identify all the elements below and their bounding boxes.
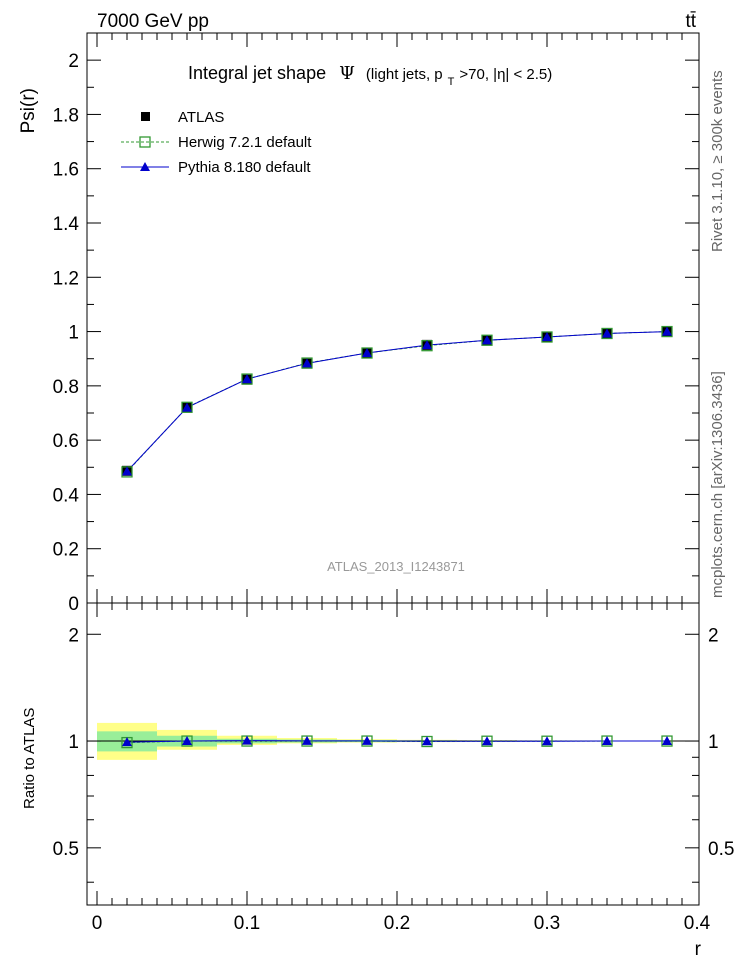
herwig-point — [301, 357, 313, 369]
ratio-y-tick-label: 0.5 — [53, 839, 79, 860]
ratio-plot-frame — [86, 602, 700, 906]
main-y-tick-label: 1 — [68, 323, 79, 344]
pythia-point — [362, 348, 372, 358]
x-tick-label: 0.2 — [384, 913, 410, 934]
rivet-label: Rivet 3.1.10, ≥ 300k events — [709, 70, 726, 252]
pythia-ratio-point — [362, 735, 372, 745]
legend-label-atlas: ATLAS — [178, 109, 224, 126]
main-y-tick-label: 0.2 — [53, 540, 79, 561]
main-y-tick-label: 1.8 — [53, 105, 79, 126]
herwig-point — [181, 401, 193, 413]
pythia-point — [302, 358, 312, 368]
ratio-y-tick-label: 2 — [68, 625, 79, 646]
main-x-ticks — [96, 33, 683, 603]
pythia-ratio-point — [662, 736, 672, 746]
pythia-point — [242, 374, 252, 384]
pythia-point — [122, 466, 132, 476]
main-y-axis-label: Psi(r) — [18, 88, 39, 133]
main-y-tick-label: 0 — [68, 594, 79, 615]
process-label: tt̄ — [685, 11, 696, 32]
ratio-y-tick-label: 2 — [708, 625, 719, 646]
pythia-ratio-point — [482, 736, 492, 746]
mcplots-label: mcplots.cern.ch [arXiv:1306.3436] — [709, 371, 726, 598]
legend-entry-pythia: Pythia 8.180 default — [121, 159, 311, 176]
main-y-tick-label: 1.2 — [53, 268, 79, 289]
pythia-ratio-point — [122, 737, 132, 747]
ratio-series-group — [121, 735, 673, 749]
pythia-ratio-line — [126, 740, 667, 743]
pythia-ratio-point — [302, 735, 312, 745]
energy-label: 7000 GeV pp — [97, 11, 209, 32]
ratio-plot-panel: 0 0.1 0.2 0.3 0.4 0.5 0.51 12 2 Ratio to ATLAS … — [21, 602, 734, 960]
x-axis-label: r — [695, 939, 702, 960]
legend: ATLAS Herwig 7.2.1 default Pythia 8.180 … — [121, 109, 312, 176]
title-main: Integral jet shape — [188, 63, 326, 83]
x-tick-label: 0.4 — [684, 913, 711, 934]
pythia-point — [542, 332, 552, 341]
pythia-line — [126, 331, 668, 472]
pythia-marker-icon — [140, 162, 150, 171]
herwig-marker-icon — [139, 136, 151, 148]
legend-label-pythia: Pythia 8.180 default — [178, 159, 311, 176]
main-y-tick-label: 0.6 — [53, 431, 79, 452]
pythia-ratio-point — [542, 736, 552, 746]
x-tick-label: 0.3 — [534, 913, 560, 934]
pythia-point — [662, 326, 672, 336]
watermark: ATLAS_2013_I1243871 — [327, 559, 465, 574]
title-sub: T — [448, 76, 455, 88]
main-y-tick-label: 2 — [68, 51, 79, 72]
ratio-y-axis-label: Ratio to ATLAS — [21, 708, 38, 809]
main-y-tick-label: 0.8 — [53, 377, 79, 398]
pythia-ratio-point — [422, 736, 432, 746]
title-symbol: Ψ — [339, 63, 355, 84]
ratio-x-ticks: 0 0.1 0.2 0.3 0.4 — [92, 603, 711, 934]
atlas-marker-icon — [141, 112, 150, 121]
title-rest: >70, |η| < 2.5) — [459, 66, 552, 83]
legend-entry-herwig: Herwig 7.2.1 default — [121, 134, 312, 151]
x-tick-label: 0.1 — [234, 913, 260, 934]
main-y-tick-label: 0.4 — [53, 485, 80, 506]
title-detail: (light jets, p — [366, 66, 443, 83]
main-y-ticks: 0 0.2 0.4 0.6 0.8 1 1.2 1.4 1.6 1.8 2 — [53, 51, 699, 615]
ratio-y-tick-label: 0.5 — [708, 839, 734, 860]
pythia-ratio-point — [602, 736, 612, 746]
main-plot-panel: 0 0.2 0.4 0.6 0.8 1 1.2 1.4 1.6 1.8 2 Integral jet… — [18, 32, 700, 615]
ratio-y-tick-label: 1 — [68, 732, 79, 753]
pythia-ratio-point — [242, 735, 252, 745]
pythia-point — [182, 402, 192, 412]
ratio-y-ticks: 0.5 0.5 1 1 2 2 — [53, 625, 734, 883]
main-title: Integral jet shape Ψ (light jets, p T >7… — [188, 63, 552, 89]
pythia-ratio-point — [182, 736, 192, 746]
pythia-point — [482, 335, 492, 345]
herwig-line — [126, 331, 668, 473]
legend-entry-atlas: ATLAS — [141, 109, 224, 126]
main-series-group — [121, 325, 673, 478]
pythia-point — [602, 328, 612, 338]
main-y-tick-label: 1.6 — [53, 160, 79, 181]
pythia-point — [422, 340, 432, 350]
main-y-tick-label: 1.4 — [53, 214, 80, 235]
x-tick-label: 0 — [92, 913, 103, 934]
legend-label-herwig: Herwig 7.2.1 default — [178, 134, 312, 151]
ratio-y-tick-label: 1 — [708, 732, 719, 753]
